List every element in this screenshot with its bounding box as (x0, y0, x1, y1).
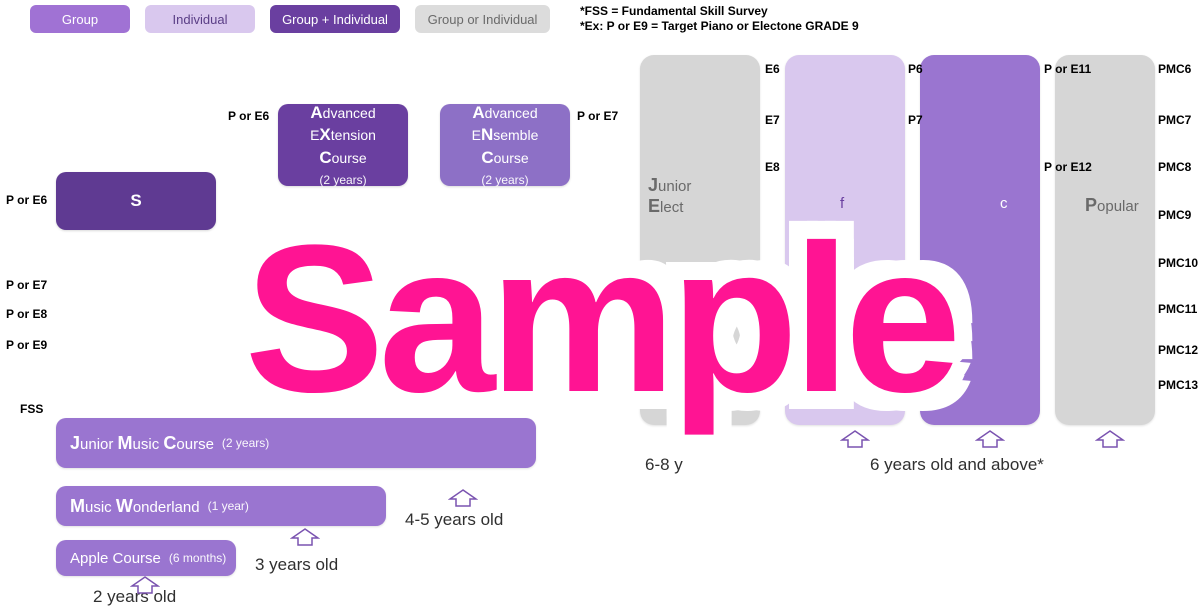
note-grade: *Ex: P or E9 = Target Piano or Electone … (580, 19, 859, 35)
age-label: 6 years old and above* (870, 455, 1044, 475)
col-row-label: P6 (908, 62, 923, 76)
column-jec (640, 55, 760, 425)
column-label: JuniorElect (648, 175, 691, 217)
age-label: 6-8 y (645, 455, 683, 475)
up-arrow-icon (975, 430, 1005, 448)
legend-label: Group (62, 12, 98, 27)
legend-group-individual: Group + Individual (270, 5, 400, 33)
col-row-label: P or E11 (1044, 62, 1091, 76)
grade-label: P or E7 (6, 278, 47, 292)
col-row-label: PMC6 (1158, 62, 1191, 76)
grade-label: P or E9 (6, 338, 47, 352)
age-label: 4-5 years old (405, 510, 503, 530)
grade-label: P or E7 (577, 109, 618, 123)
column-label: c (1000, 195, 1008, 212)
grade-label: P or E6 (228, 109, 269, 123)
course-box-sxc: S (56, 172, 216, 230)
up-arrow-icon (448, 489, 478, 507)
grade-label: FSS (20, 402, 43, 416)
col-row-label: E7 (765, 113, 780, 127)
col-row-label: PMC7 (1158, 113, 1191, 127)
col-row-label: E6 (765, 62, 780, 76)
legend-label: Group + Individual (282, 12, 388, 27)
course-bar-jmc: Junior Music Course(2 years) (56, 418, 536, 468)
column-label: f (840, 195, 844, 212)
legend-label: Individual (173, 12, 228, 27)
col-row-label: PMC8 (1158, 160, 1191, 174)
legend-individual: Individual (145, 5, 255, 33)
column-col2 (785, 55, 905, 425)
col-row-label: P7 (908, 113, 923, 127)
column-label: Popular (1085, 195, 1139, 216)
legend-group-or-individual: Group or Individual (415, 5, 550, 33)
course-box-axc: AdvancedEXtensionCourse(2 years) (278, 104, 408, 186)
age-label: 3 years old (255, 555, 338, 575)
column-pmc (1055, 55, 1155, 425)
course-bar-mw: Music Wonderland(1 year) (56, 486, 386, 526)
col-row-label: PMC12 (1158, 343, 1198, 357)
col-row-label: PMC10 (1158, 256, 1198, 270)
col-row-label: P or E12 (1044, 160, 1092, 174)
up-arrow-icon (290, 528, 320, 546)
up-arrow-icon (840, 430, 870, 448)
legend-group: Group (30, 5, 130, 33)
col-row-label: PMC11 (1158, 302, 1197, 316)
note-fss: *FSS = Fundamental Skill Survey (580, 4, 768, 20)
col-row-label: E8 (765, 160, 780, 174)
col-row-label: PMC13 (1158, 378, 1198, 392)
course-box-anc: AdvancedENsembleCourse(2 years) (440, 104, 570, 186)
up-arrow-icon (1095, 430, 1125, 448)
column-col3 (920, 55, 1040, 425)
course-bar-apple: Apple Course(6 months) (56, 540, 236, 576)
legend-label: Group or Individual (428, 12, 538, 27)
up-arrow-icon (130, 576, 160, 594)
col-row-label: PMC9 (1158, 208, 1191, 222)
grade-label: P or E8 (6, 307, 47, 321)
grade-label: P or E6 (6, 193, 47, 207)
